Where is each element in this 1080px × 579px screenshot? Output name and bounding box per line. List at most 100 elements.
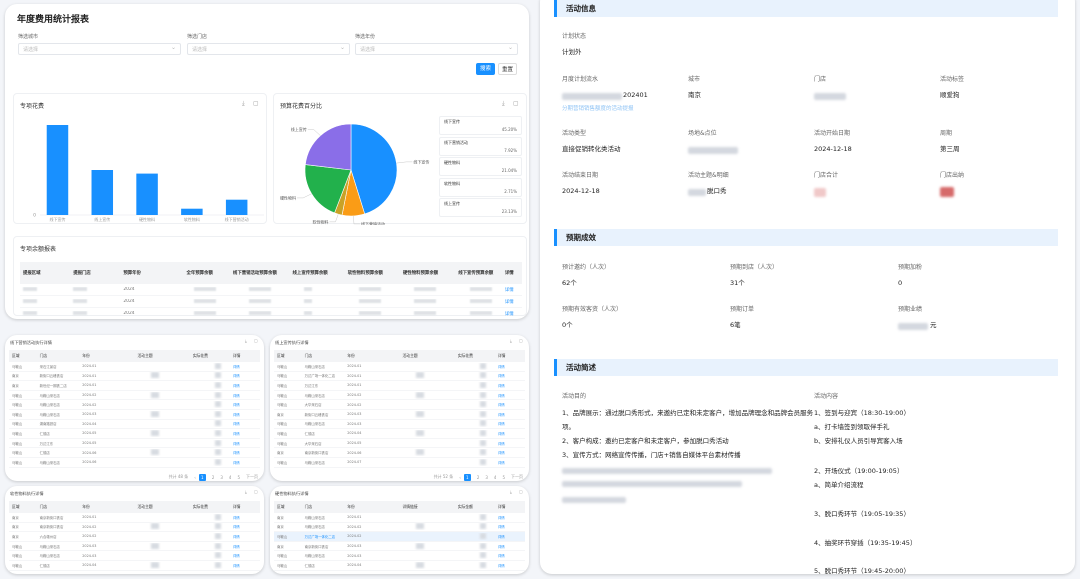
download-icon[interactable]: ⤓ <box>502 100 505 107</box>
pie-slice[interactable] <box>304 164 352 214</box>
detail-link[interactable]: 详情 <box>497 374 505 379</box>
next-page-button[interactable]: 下一页 <box>511 474 523 480</box>
detail-link[interactable]: 详情 <box>497 544 505 549</box>
page-button[interactable]: 5 <box>502 474 505 480</box>
detail-link[interactable]: 详情 <box>232 534 240 539</box>
page-button[interactable]: 3 <box>220 474 223 480</box>
detail-link[interactable]: 详情 <box>232 460 240 465</box>
masked-cell <box>281 310 336 317</box>
region-cell: 马鞍山 <box>12 441 23 446</box>
legend-card[interactable]: 线上宣传 23.13% <box>439 198 522 217</box>
table-row: 南京 南京新街口铁店 2024-01 详情 <box>9 513 260 523</box>
page-button[interactable]: 3 <box>485 474 488 480</box>
filter-year-select[interactable]: 请选择 <box>355 43 518 55</box>
legend-card[interactable]: 线下宣传 45.20% <box>439 116 522 135</box>
detail-link[interactable]: 详情 <box>497 563 505 568</box>
maximize-icon[interactable]: ▢ <box>519 489 523 494</box>
pie-slice[interactable] <box>304 123 352 171</box>
detail-link[interactable]: 详情 <box>497 451 505 456</box>
maximize-icon[interactable]: ▢ <box>254 338 258 343</box>
download-icon[interactable]: ⤓ <box>510 489 512 494</box>
detail-link[interactable]: 详情 <box>497 460 505 465</box>
bar[interactable] <box>136 173 158 215</box>
next-page-button[interactable]: 下一页 <box>246 474 258 480</box>
download-icon[interactable]: ⤓ <box>242 100 245 107</box>
table-row: 马鞍山 采石江景店 2024-01 详情 <box>9 362 260 372</box>
maximize-icon[interactable]: ▢ <box>254 489 258 494</box>
detail-link[interactable]: 详情 <box>497 441 505 446</box>
download-icon[interactable]: ⤓ <box>510 338 512 343</box>
maximize-icon[interactable]: ▢ <box>519 338 523 343</box>
detail-link[interactable]: 详情 <box>497 412 505 417</box>
detail-link[interactable]: 详情 <box>232 383 240 388</box>
download-icon[interactable]: ⤓ <box>245 338 247 343</box>
page-button[interactable]: 1 <box>463 473 471 481</box>
detail-link[interactable]: 详情 <box>232 393 240 398</box>
detail-link[interactable]: 详情 <box>232 431 240 436</box>
column-header: 实际花费 <box>457 353 473 358</box>
detail-link[interactable]: 详情 <box>232 374 240 379</box>
masked-cell <box>190 513 230 521</box>
detail-link[interactable]: 详情 <box>497 403 505 408</box>
bar[interactable] <box>225 199 248 215</box>
detail-link[interactable]: 详情 <box>504 287 514 293</box>
detail-link[interactable]: 详情 <box>497 534 505 539</box>
page-button[interactable]: 2 <box>211 474 215 480</box>
page-button[interactable]: 2 <box>476 474 480 480</box>
masked-cell <box>226 310 281 317</box>
filter-store-select[interactable]: 请选择 <box>187 43 350 55</box>
column-header: 线下宣传预算余额 <box>458 271 494 276</box>
detail-link[interactable]: 详情 <box>232 422 240 427</box>
detail-link[interactable]: 详情 <box>504 311 514 317</box>
maximize-icon[interactable]: ▢ <box>253 100 259 107</box>
reset-button[interactable]: 重置 <box>498 63 517 75</box>
page-button[interactable]: 4 <box>493 474 497 480</box>
legend-card[interactable]: 线下营销活动 7.92% <box>439 136 522 156</box>
bar[interactable] <box>181 208 203 215</box>
detail-link[interactable]: 详情 <box>232 451 240 456</box>
legend-card[interactable]: 软性物料 2.71% <box>439 177 522 197</box>
pagination: 共计 48 条 ‹ 1 2 3 4 5 下一页 <box>166 473 258 481</box>
bar[interactable] <box>46 125 69 215</box>
prev-page-icon[interactable]: ‹ <box>459 474 461 480</box>
theme-value: 脱口秀 <box>707 187 727 195</box>
maximize-icon[interactable]: ▢ <box>513 100 519 107</box>
download-icon[interactable]: ⤓ <box>245 489 247 494</box>
site-label: 场地&点位 <box>688 130 717 137</box>
prev-page-icon[interactable]: ‹ <box>194 474 196 480</box>
detail-link[interactable]: 详情 <box>497 431 505 436</box>
detail-link[interactable]: 详情 <box>497 554 505 559</box>
search-button[interactable]: 搜索 <box>476 63 495 75</box>
store-cell: 马鞍山采石店 <box>304 393 325 398</box>
masked-cell <box>20 310 70 317</box>
detail-link[interactable]: 详情 <box>232 441 240 446</box>
detail-link[interactable]: 详情 <box>497 422 505 427</box>
page-button[interactable]: 4 <box>228 474 232 480</box>
detail-link[interactable]: 详情 <box>497 393 505 398</box>
detail-link[interactable]: 详情 <box>497 383 505 388</box>
detail-link[interactable]: 详情 <box>232 515 240 520</box>
detail-link[interactable]: 详情 <box>232 554 240 559</box>
page-button[interactable]: 5 <box>237 474 240 480</box>
year-cell: 2024-03 <box>347 544 362 549</box>
legend-card[interactable]: 硬性物料 21.04% <box>439 157 522 176</box>
remain-table-panel: 专项余额报表 提报区域 提报门店 预算年份 全年预算余额 线下营销活动预算余额 线上宣传预… <box>13 236 527 317</box>
page-button[interactable]: 1 <box>198 473 206 481</box>
detail-link[interactable]: 详情 <box>497 515 505 520</box>
detail-link[interactable]: 详情 <box>232 525 240 530</box>
detail-link[interactable]: 详情 <box>497 525 505 530</box>
detail-link[interactable]: 详情 <box>504 299 514 305</box>
year-cell: 2024-03 <box>82 544 97 549</box>
column-header: 年份 <box>347 504 355 509</box>
monthly-link[interactable]: 分期营销销售额度的活动提报 <box>562 106 634 112</box>
store-cell: 马鞍山采石店 <box>39 554 60 559</box>
detail-link[interactable]: 详情 <box>497 364 505 369</box>
detail-link[interactable]: 详情 <box>232 403 240 408</box>
detail-link[interactable]: 详情 <box>232 412 240 417</box>
filter-city-select[interactable]: 请选择 <box>18 43 181 55</box>
detail-link[interactable]: 详情 <box>232 563 240 568</box>
bar[interactable] <box>91 170 114 215</box>
legend-percent: 23.13% <box>501 209 517 214</box>
detail-link[interactable]: 详情 <box>232 364 240 369</box>
detail-link[interactable]: 详情 <box>232 544 240 549</box>
